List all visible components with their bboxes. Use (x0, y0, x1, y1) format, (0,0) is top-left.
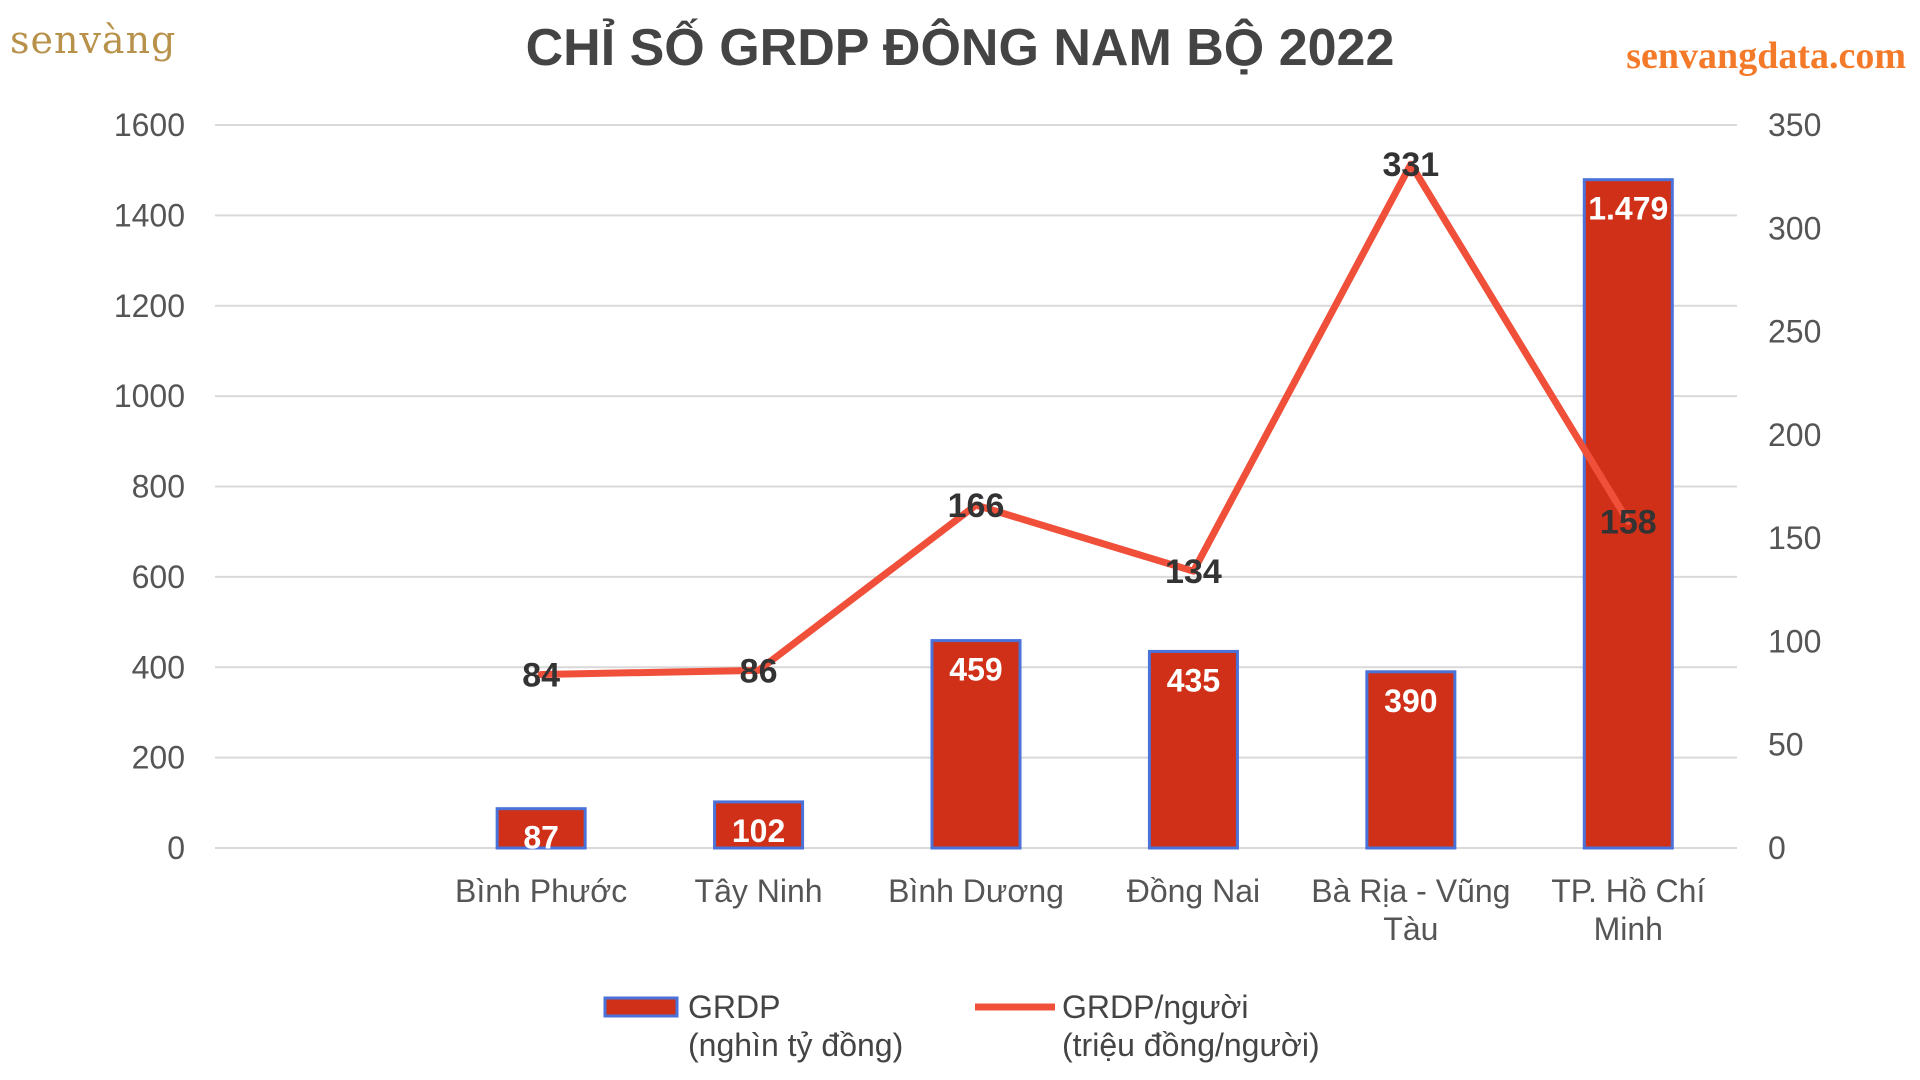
right-tick-label: 100 (1768, 623, 1821, 659)
bar (1365, 670, 1457, 850)
left-tick-label: 800 (132, 469, 185, 505)
bar-data-label: 390 (1384, 683, 1437, 719)
line-data-labels: 84 86 166 134 331 158 (522, 146, 1656, 694)
category-label: Bình Dương (888, 873, 1064, 909)
left-tick-label: 1200 (114, 288, 185, 324)
series-line (537, 160, 1632, 678)
category-label: Bình Phước (455, 873, 627, 909)
right-tick-label: 300 (1768, 210, 1821, 246)
bar-data-label: 459 (949, 652, 1002, 688)
line-data-label: 86 (740, 652, 778, 690)
line-data-label: 134 (1165, 553, 1222, 591)
category-label: TP. Hồ Chí (1551, 873, 1705, 909)
line-point (1625, 518, 1632, 525)
chart-title: CHỈ SỐ GRDP ĐÔNG NAM BỘ 2022 (525, 19, 1395, 77)
site-url: senvangdata.com (1626, 35, 1906, 77)
right-tick-label: 150 (1768, 520, 1821, 556)
bar-data-labels: 87 102 459 435 390 1.479 (523, 191, 1668, 856)
line-data-label: 158 (1600, 504, 1657, 542)
gridlines (215, 124, 1737, 849)
bar-data-label: 435 (1167, 662, 1220, 698)
left-tick-label: 0 (167, 830, 185, 866)
line-series (537, 160, 1632, 678)
bar (495, 807, 587, 850)
bar-data-label: 1.479 (1588, 191, 1668, 227)
left-tick-label: 400 (132, 649, 185, 685)
left-tick-label: 1000 (114, 378, 185, 414)
legend-label: (nghìn tỷ đồng) (688, 1027, 903, 1063)
legend-swatch-bar (603, 996, 679, 1018)
legend-label: (triệu đồng/người) (1062, 1027, 1320, 1063)
legend-label: GRDP (688, 989, 780, 1025)
right-tick-label: 0 (1768, 830, 1786, 866)
left-tick-label: 600 (132, 559, 185, 595)
bar (713, 800, 805, 850)
legend: GRDP(nghìn tỷ đồng) GRDP/người(triệu đồng… (603, 989, 1320, 1063)
bar (1147, 649, 1239, 850)
bar-series (495, 178, 1674, 850)
bar (930, 639, 1022, 850)
left-tick-label: 200 (132, 740, 185, 776)
category-label: Tây Ninh (695, 873, 823, 909)
category-label: Đồng Nai (1127, 873, 1260, 909)
left-tick-label: 1600 (114, 107, 185, 143)
category-label: Minh (1594, 911, 1663, 947)
line-data-label: 84 (522, 656, 560, 694)
line-point (1190, 568, 1197, 575)
bar-data-label: 102 (732, 813, 785, 849)
bar (1582, 178, 1674, 850)
line-point (1407, 161, 1414, 168)
left-tick-label: 1400 (114, 197, 185, 233)
bar-data-label: 87 (523, 820, 559, 856)
line-point (755, 667, 762, 674)
right-tick-label: 350 (1768, 107, 1821, 143)
brand-logo: senvàng (10, 18, 177, 62)
line-data-label: 166 (948, 487, 1005, 525)
line-point (538, 671, 545, 678)
right-tick-label: 250 (1768, 314, 1821, 350)
right-tick-label: 50 (1768, 727, 1804, 763)
right-tick-label: 200 (1768, 417, 1821, 453)
category-label: Bà Rịa - Vũng (1311, 873, 1510, 909)
line-point (973, 502, 979, 509)
category-label: Tàu (1383, 911, 1438, 947)
category-labels: Bình Phước Tây Ninh Bình Dương Đồng Nai Bà R… (455, 873, 1705, 947)
left-axis-ticks: 0 200 400 600 800 1000 1200 1400 1600 (114, 107, 185, 866)
line-data-label: 331 (1382, 146, 1439, 184)
right-axis-ticks: 0 50 100 150 200 250 300 350 (1768, 107, 1821, 866)
legend-label: GRDP/người (1062, 989, 1248, 1025)
